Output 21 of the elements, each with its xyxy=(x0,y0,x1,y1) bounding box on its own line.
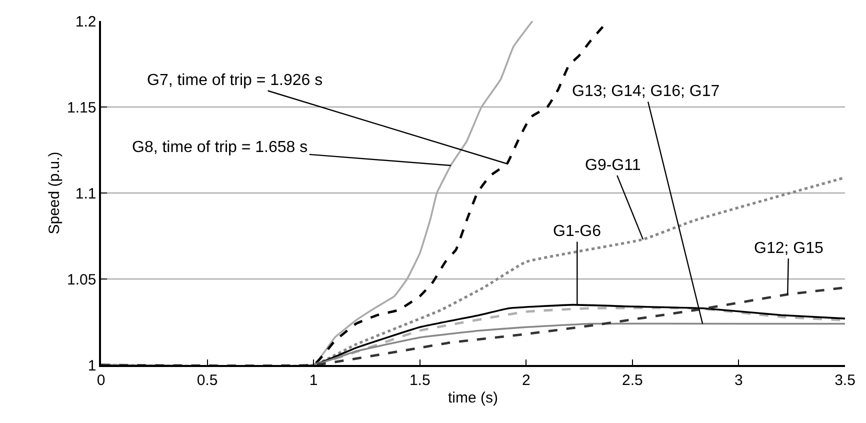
annotation: G12; G15 xyxy=(754,240,824,257)
annotation: G1-G6 xyxy=(553,223,602,240)
y-axis-title: Speed (p.u.) xyxy=(46,152,63,234)
x-tick-label: 2.5 xyxy=(622,372,643,389)
x-tick-label: 1 xyxy=(309,372,318,389)
y-tick-label: 1.15 xyxy=(67,99,96,116)
x-axis-title: time (s) xyxy=(448,389,498,406)
x-tick-label: 1.5 xyxy=(409,372,430,389)
x-tick-label: 2 xyxy=(522,372,530,389)
annotation: G9-G11 xyxy=(585,157,641,174)
x-tick-label: 3 xyxy=(734,372,743,389)
x-tick-label: 0 xyxy=(96,372,106,389)
annotation: G8, time of trip = 1.658 s xyxy=(132,139,308,156)
x-tick-label: 0.5 xyxy=(196,372,218,389)
x-tick-label: 3.5 xyxy=(834,372,856,389)
y-tick-label: 1 xyxy=(88,357,96,374)
y-tick-label: 1.05 xyxy=(67,271,96,288)
annotation: G7, time of trip = 1.926 s xyxy=(147,72,323,89)
annotation: G13; G14; G16; G17 xyxy=(572,83,720,100)
y-tick-label: 1.1 xyxy=(75,185,96,202)
y-tick-label: 1.2 xyxy=(75,13,96,30)
